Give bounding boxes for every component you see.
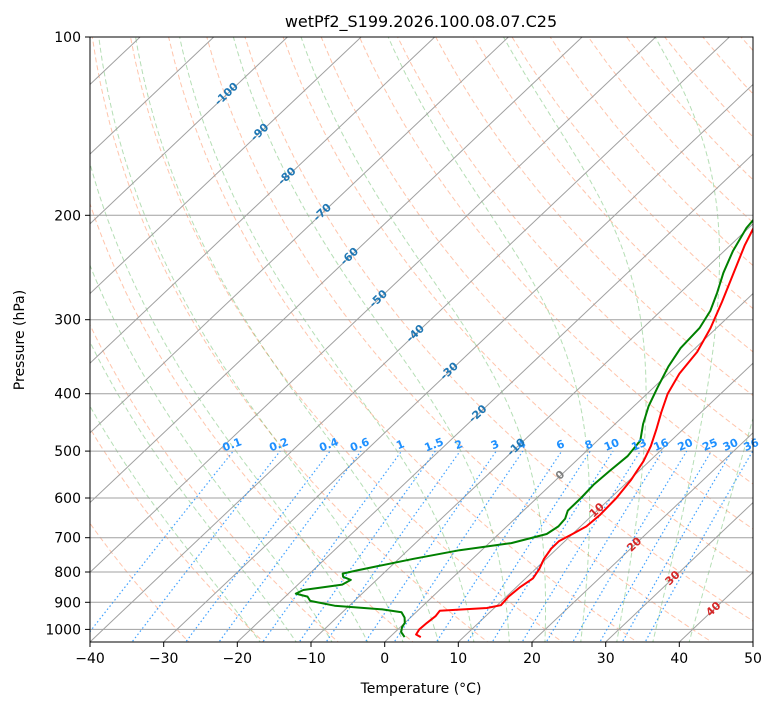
isotherm-line [90, 37, 289, 225]
mixing-ratio-label: 2 [453, 437, 465, 452]
mixing-ratio-line [599, 450, 712, 642]
dry-adiabat-line [320, 37, 753, 530]
dry-adiabat-line [244, 37, 753, 622]
x-tick-label: −20 [223, 651, 253, 667]
mixing-ratio-line [435, 450, 563, 642]
y-tick-label: 200 [54, 208, 81, 224]
y-tick-label: 1000 [45, 622, 81, 638]
x-tick-label: −30 [149, 651, 179, 667]
dry-adiabat-line [473, 37, 753, 353]
moist-adiabat-line [98, 37, 404, 642]
mixing-ratio-label: 1 [394, 437, 406, 452]
mixing-ratio-line [466, 450, 591, 642]
mixing-ratio-line [90, 450, 234, 633]
mixing-ratio-line [131, 450, 281, 642]
isotherm-line [383, 292, 753, 642]
dry-adiabat-line [397, 37, 753, 441]
y-tick-label: 300 [54, 313, 81, 329]
mixing-ratio-line [218, 450, 362, 642]
isotherm-line [457, 362, 753, 642]
x-axis: −40 −30 −20 −10 0 10 20 30 40 50 [75, 642, 762, 667]
isotherm-line [90, 37, 731, 642]
dewpoint-profile-line [294, 218, 753, 638]
isotherm-line [90, 37, 215, 155]
y-tick-label: 900 [54, 595, 81, 611]
mixing-ratio-label: 16 [652, 436, 672, 454]
isotherm-line [90, 37, 362, 295]
mixing-ratio-line [393, 450, 524, 642]
y-tick-label: 500 [54, 444, 81, 460]
x-tick-label: 20 [523, 651, 541, 667]
chart-title: wetPf2_S199.2026.100.08.07.C25 [285, 12, 557, 32]
plot-frame [89, 36, 754, 643]
isotherm-line [604, 501, 753, 642]
mixing-ratio-line [572, 450, 688, 642]
series-layer [294, 218, 753, 638]
background-lines [90, 37, 753, 642]
y-tick-label: 400 [54, 387, 81, 403]
isotherm-line [531, 432, 753, 642]
isotherm-line [90, 37, 657, 573]
mixing-ratio-label: 0.2 [267, 435, 290, 454]
x-tick-label: 50 [744, 651, 762, 667]
mixing-ratio-label: 36 [742, 436, 762, 454]
mixing-ratio-line [364, 450, 497, 642]
y-tick-label: 800 [54, 565, 81, 581]
x-tick-label: −10 [296, 651, 326, 667]
x-tick-label: 40 [670, 651, 688, 667]
mixing-ratio-line [262, 450, 403, 642]
mixing-ratio-label: 13 [629, 436, 648, 454]
x-tick-label: 30 [597, 651, 615, 667]
mixing-ratio-label: 30 [721, 436, 741, 454]
temperature-profile-line [415, 226, 753, 638]
x-tick-label: 10 [449, 651, 467, 667]
mixing-ratio-label: 3 [489, 437, 501, 452]
y-tick-label: 100 [54, 30, 81, 46]
isotherm-line [236, 153, 753, 642]
isotherm-line [90, 37, 583, 504]
y-axis-label: Pressure (hPa) [12, 290, 28, 390]
dry-adiabat-line [130, 37, 564, 642]
y-axis: 100 200 300 400 500 600 700 800 900 1000 [45, 30, 90, 638]
isotherm-line [90, 37, 510, 434]
isotherm-line [90, 37, 436, 364]
y-tick-label: 700 [54, 531, 81, 547]
mixing-ratio-label: 25 [700, 436, 719, 454]
mixing-ratio-label: 10 [602, 436, 621, 454]
x-tick-label: 0 [380, 651, 389, 667]
y-tick-label: 600 [54, 491, 81, 507]
mixing-ratio-label: 20 [676, 436, 696, 454]
mixing-ratio-line [298, 450, 436, 642]
moist-adiabat-line [90, 405, 261, 642]
x-axis-label: Temperature (°C) [360, 681, 482, 697]
isotherm-line [310, 223, 753, 642]
x-tick-label: −40 [75, 651, 105, 667]
isotherm-line [162, 83, 753, 642]
mixing-ratio-line [521, 450, 641, 642]
mixing-ratio-label: 0.1 [221, 435, 244, 454]
